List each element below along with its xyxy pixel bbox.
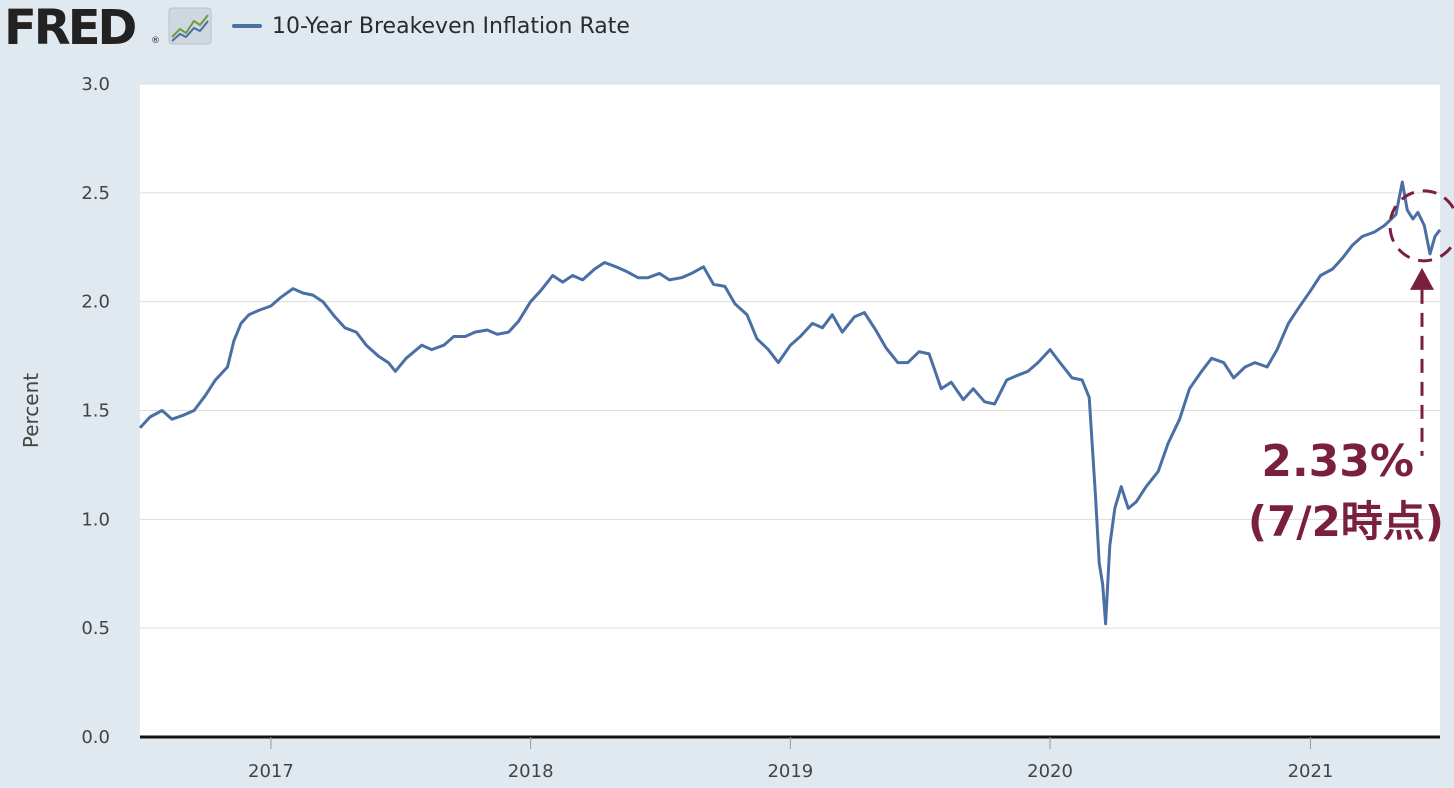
x-tick-label: 2017 (248, 761, 294, 782)
chart-legend[interactable]: 10-Year Breakeven Inflation Rate (232, 12, 630, 40)
y-tick-label: 1.0 (81, 509, 110, 530)
x-tick-label: 2019 (767, 761, 813, 782)
x-axis: 2017 2018 2019 2020 2021 (140, 735, 1440, 782)
y-tick-label: 0.0 (81, 727, 110, 748)
x-tick-label: 2020 (1027, 761, 1073, 782)
annotation-arrowhead (1410, 267, 1434, 290)
annotation-date-text: (7/2時点) (1248, 497, 1444, 546)
x-tick-label: 2021 (1288, 761, 1334, 782)
fred-logo[interactable]: FRED (4, 0, 137, 56)
y-axis: 0.0 0.5 1.0 1.5 2.0 2.5 3.0 (81, 74, 110, 748)
series-line (138, 180, 1442, 626)
annotation-group (1388, 189, 1454, 456)
highlight-circle (1388, 189, 1454, 263)
y-tick-label: 0.5 (81, 618, 110, 639)
series-group (138, 180, 1442, 626)
x-tick-label: 2018 (508, 761, 554, 782)
registered-mark: ® (151, 36, 160, 46)
y-tick-label: 2.0 (81, 292, 110, 313)
legend-swatch (232, 24, 262, 28)
legend-series-label[interactable]: 10-Year Breakeven Inflation Rate (272, 13, 630, 39)
gridlines (140, 83, 1440, 629)
y-axis-label: Percent (19, 373, 43, 448)
y-tick-label: 3.0 (81, 74, 110, 95)
annotation-value-text: 2.33% (1261, 436, 1414, 487)
y-tick-label: 2.5 (81, 183, 110, 204)
chart-trend-icon (168, 7, 212, 45)
y-tick-label: 1.5 (81, 401, 110, 422)
